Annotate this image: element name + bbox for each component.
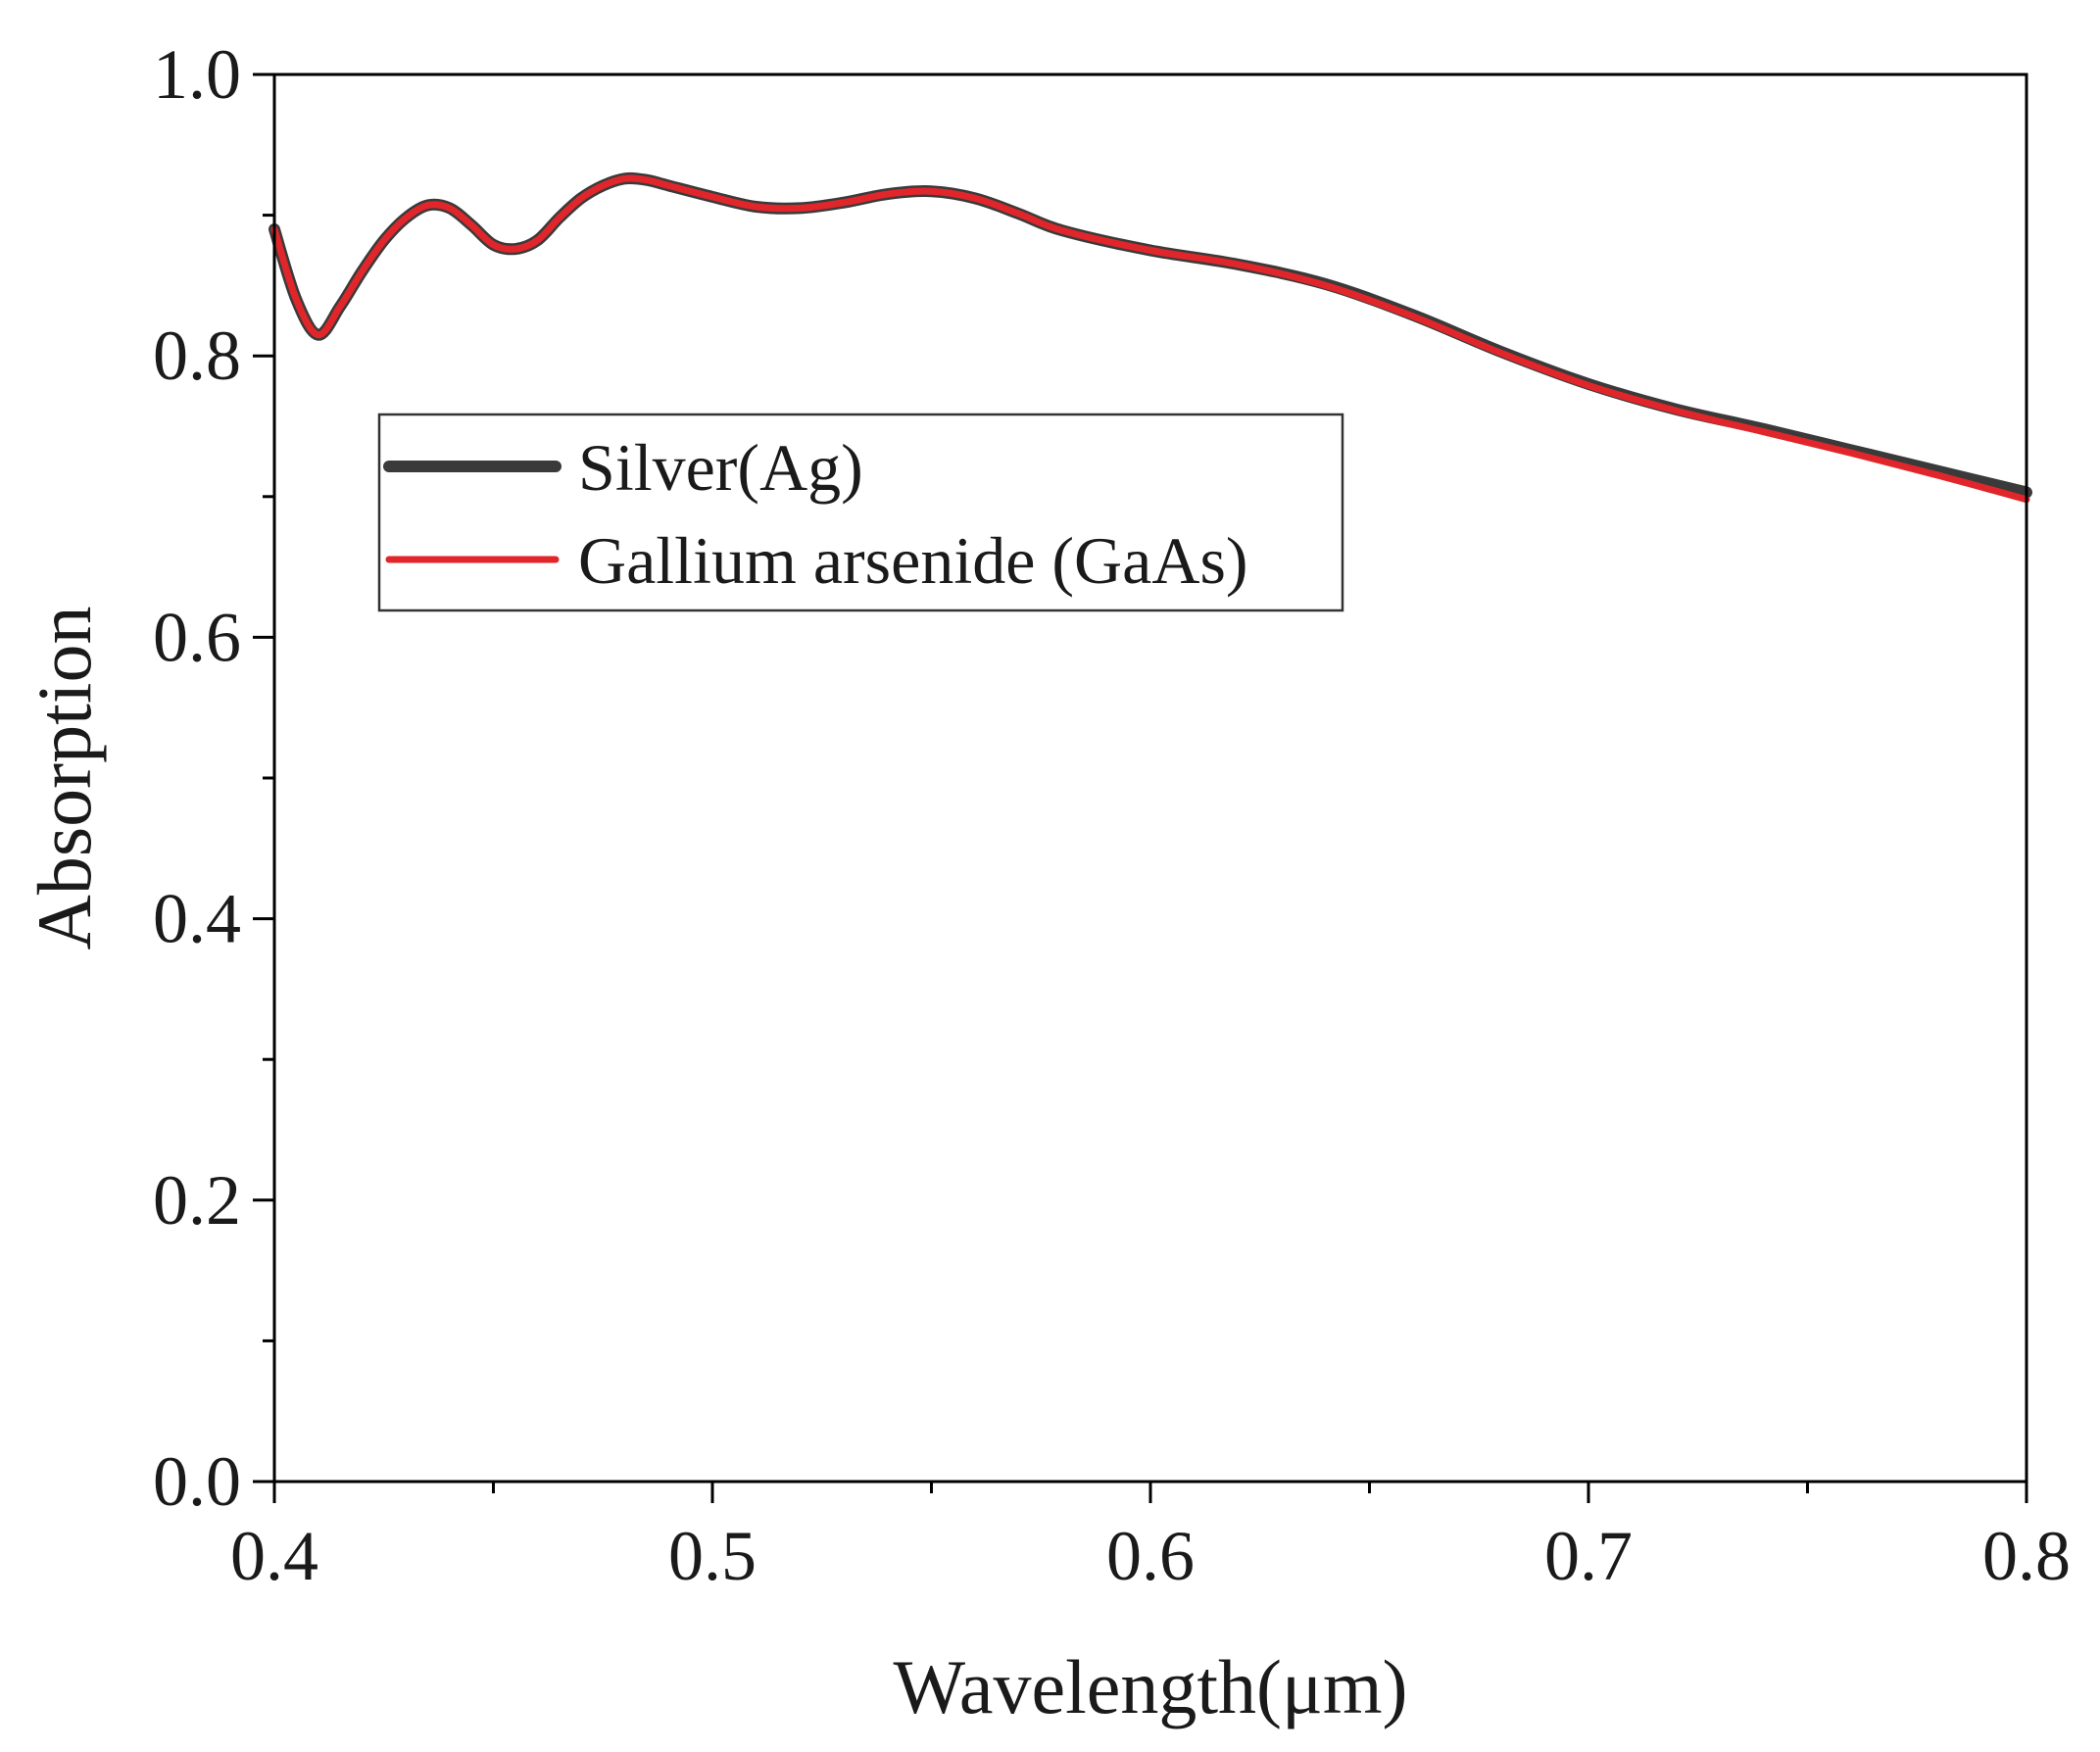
x-axis-title: Wavelength(μm)	[893, 1644, 1407, 1729]
plot-frame	[272, 73, 2028, 1484]
y-tick-label: 0.0	[153, 1442, 241, 1521]
x-tick-label: 0.6	[1106, 1517, 1195, 1595]
legend-label-gaas: Gallium arsenide (GaAs)	[578, 523, 1248, 598]
axes-layer: 0.4 0.5 0.6 0.7 0.8 0.0 0.2 0.4 0.6 0.8 1.0	[153, 35, 2071, 1595]
y-tick-label: 0.2	[153, 1161, 241, 1240]
y-tick-label: 0.6	[153, 598, 241, 676]
y-tick-label: 0.4	[153, 880, 241, 958]
series-line-gaas	[270, 174, 2030, 504]
y-axis-title: Absorption	[22, 607, 107, 950]
y-tick-label: 1.0	[153, 35, 241, 114]
series-layer	[269, 171, 2032, 504]
x-tick-label: 0.8	[1982, 1517, 2071, 1595]
x-tick-label: 0.5	[668, 1517, 757, 1595]
legend-label-silver: Silver(Ag)	[578, 430, 863, 505]
legend-box	[377, 413, 1344, 612]
legend: Silver(Ag) Gallium arsenide (GaAs)	[377, 413, 1344, 612]
y-tick-label: 0.8	[153, 316, 241, 395]
x-tick-label: 0.7	[1544, 1517, 1633, 1595]
x-tick-label: 0.4	[230, 1517, 318, 1595]
